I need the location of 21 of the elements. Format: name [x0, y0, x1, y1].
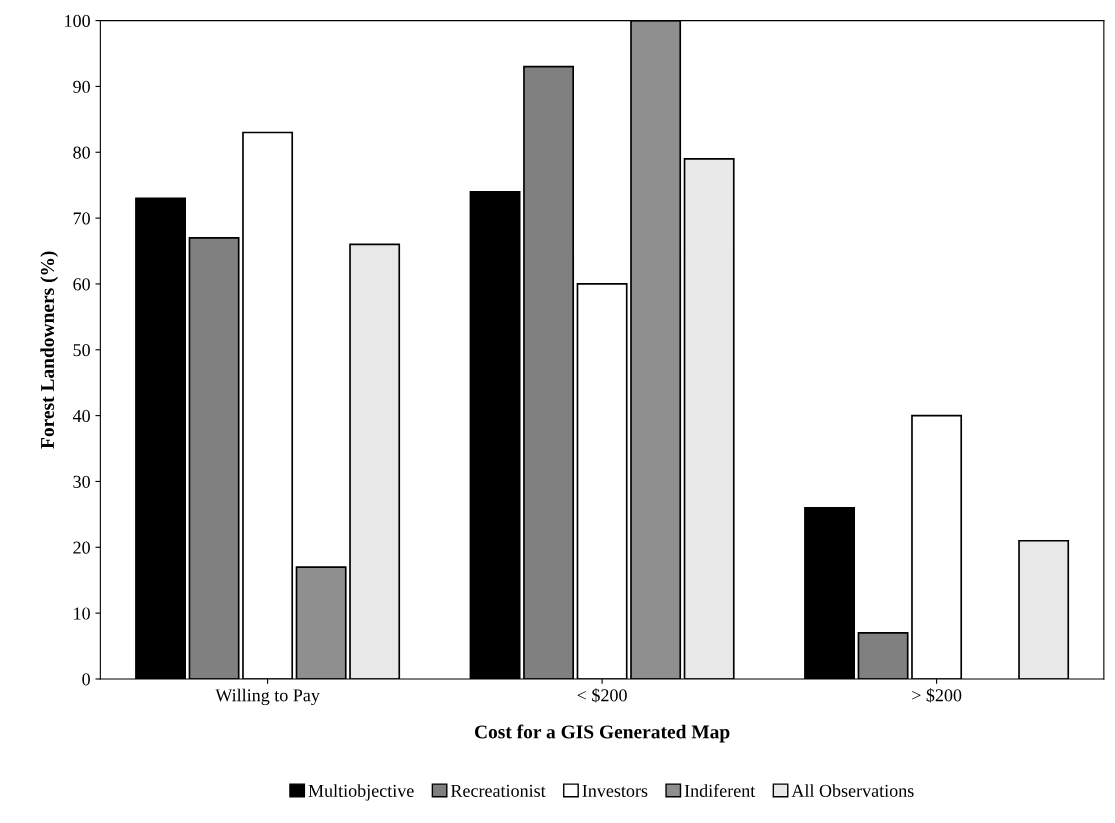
y-tick-label: 10: [74, 607, 90, 620]
x-tick-label: > $200: [912, 688, 962, 703]
x-tick-label: < $200: [577, 688, 627, 703]
y-tick-label: 40: [72, 409, 90, 423]
y-tick-label: 30: [73, 475, 90, 488]
y-tick-label: 20: [73, 541, 90, 554]
legend-label: Multiobjective: [308, 784, 414, 801]
x-axis-title: Cost for a GIS Generated Map: [474, 724, 730, 743]
legend-label: Recreationist: [450, 784, 546, 797]
y-tick-label: 80: [73, 146, 90, 159]
y-tick-label: 0: [82, 673, 90, 686]
legend-label: Indiferent: [684, 784, 756, 797]
y-tick-label: 70: [73, 212, 90, 225]
legend-label: Investors: [582, 784, 648, 797]
y-tick-label: 100: [65, 14, 90, 28]
y-tick-label: 50: [73, 344, 90, 357]
y-tick-label: 60: [73, 278, 90, 291]
y-axis-title: Forest Landowners (%): [40, 251, 58, 449]
x-tick-label: Willing to Pay: [215, 688, 320, 706]
legend-label: All Observations: [791, 784, 914, 797]
y-tick-label: 90: [73, 80, 90, 93]
